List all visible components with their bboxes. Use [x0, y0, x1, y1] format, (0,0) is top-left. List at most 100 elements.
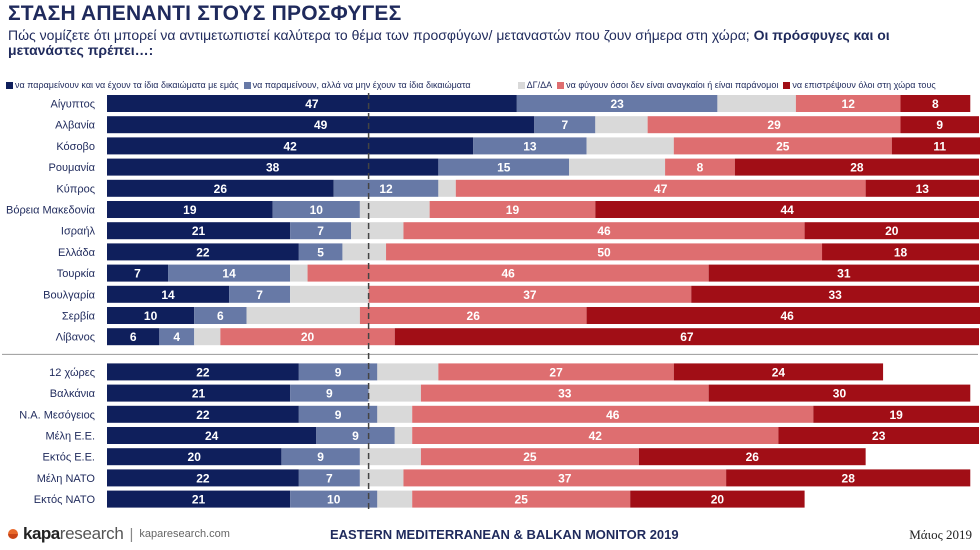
bar-segment-dk	[359, 469, 404, 487]
data-label: 23	[872, 429, 886, 443]
bar-segment-leave-illegal	[665, 158, 735, 176]
bar-segment-return-all	[708, 264, 979, 282]
data-label: 12	[379, 182, 393, 196]
bar-segment-dk	[359, 448, 421, 466]
bar-segment-stay-no-rights	[281, 448, 360, 466]
bar-segment-leave-illegal	[420, 384, 709, 402]
data-label: 49	[314, 118, 328, 132]
subtitle-emphasis: Οι πρόσφυγες και οι μετανάστες πρέπει…:	[8, 27, 890, 58]
bar-segment-return-all	[586, 307, 980, 324]
row-label: Κύπρος	[56, 183, 95, 195]
data-label: 14	[161, 288, 175, 302]
row-label: Λίβανος	[56, 332, 95, 344]
bar-segment-stay-no-rights	[298, 469, 360, 487]
data-label: 19	[183, 203, 197, 217]
data-label: 14	[222, 267, 236, 281]
bar-segment-same-rights	[107, 222, 291, 240]
legend-swatch	[557, 81, 565, 89]
row-label: Βουλγαρία	[43, 289, 96, 301]
bar-segment-stay-no-rights	[159, 328, 195, 346]
data-label: 20	[885, 224, 899, 238]
row-label: Ρουμανία	[49, 162, 96, 174]
data-label: 22	[196, 365, 210, 379]
data-label: 26	[214, 182, 228, 196]
bar-segment-return-all	[638, 448, 866, 466]
legend-label: να παραμείνουν και να έχουν τα ίδια δικα…	[15, 80, 239, 90]
data-label: 46	[501, 267, 515, 281]
bar-segment-leave-illegal	[403, 222, 805, 240]
legend-label: ΔΓ/ΔΑ	[526, 80, 553, 90]
bar-segment-leave-illegal	[368, 285, 692, 303]
data-label: 5	[317, 245, 324, 259]
bar-segment-return-all	[813, 405, 979, 423]
data-label: 42	[589, 429, 603, 443]
bar-segment-return-all	[595, 201, 979, 218]
data-label: 37	[558, 471, 572, 485]
data-label: 9	[936, 118, 943, 132]
bar-segment-return-all	[691, 285, 979, 303]
data-label: 47	[654, 182, 668, 196]
data-label: 28	[842, 471, 856, 485]
bar-segment-return-all	[673, 363, 884, 381]
data-label: 20	[301, 330, 315, 344]
legend-item-return-all: να επιστρέψουν όλοι στη χώρα τους	[783, 80, 936, 90]
row-label: Εκτός Ε.Ε.	[43, 452, 95, 464]
bar-segment-leave-illegal	[438, 363, 674, 381]
bar-segment-same-rights	[107, 137, 474, 155]
data-label: 31	[837, 267, 851, 281]
bar-segment-same-rights	[107, 201, 273, 218]
data-label: 46	[606, 408, 620, 422]
data-label: 11	[933, 139, 946, 153]
row-label: Σερβία	[62, 311, 96, 323]
legend-label: να φύγουν όσοι δεν είναι αναγκαίοι ή είν…	[566, 80, 779, 90]
data-label: 50	[597, 245, 611, 259]
data-label: 24	[205, 429, 219, 443]
bar-segment-leave-illegal	[412, 427, 779, 444]
row-label: 12 χώρες	[49, 367, 95, 379]
brand-name-strong: kapa	[23, 524, 60, 543]
legend-item-same-rights: να παραμείνουν και να έχουν τα ίδια δικα…	[6, 80, 239, 90]
legend-item-stay-no-rights: να παραμείνουν, αλλά να μην έχουν τα ίδι…	[243, 80, 471, 90]
footer-url: kaparesearch.com	[139, 528, 230, 540]
row-label: Εκτός ΝΑΤΟ	[34, 494, 96, 506]
bar-segment-dk	[246, 307, 360, 324]
bar-segment-stay-no-rights	[316, 427, 395, 444]
legend-label: να επιστρέψουν όλοι στη χώρα τους	[792, 80, 936, 90]
data-label: 30	[833, 387, 847, 401]
data-label: 44	[780, 203, 794, 217]
data-label: 4	[173, 330, 180, 344]
bar-segment-stay-no-rights	[194, 307, 247, 324]
bar-segment-return-all	[804, 222, 979, 240]
bar-segment-same-rights	[107, 285, 230, 303]
bar-segment-leave-illegal	[386, 243, 823, 261]
bar-segment-same-rights	[107, 243, 299, 261]
bar-segment-leave-illegal	[412, 405, 814, 423]
bar-segment-same-rights	[107, 116, 535, 134]
data-label: 12	[842, 97, 856, 111]
data-label: 33	[558, 387, 572, 401]
data-label: 20	[188, 450, 202, 464]
data-label: 46	[780, 309, 794, 323]
data-label: 67	[680, 330, 694, 344]
data-label: 21	[192, 387, 206, 401]
data-label: 10	[327, 493, 341, 507]
data-label: 26	[467, 309, 481, 323]
data-label: 19	[506, 203, 520, 217]
bar-segment-same-rights	[107, 405, 299, 423]
bar-segment-dk	[377, 490, 413, 508]
chart-legend: να παραμείνουν και να έχουν τα ίδια δικα…	[6, 79, 941, 91]
bar-segment-leave-illegal	[455, 179, 866, 197]
bar-segment-return-all	[900, 116, 979, 134]
bar-segment-return-all	[900, 95, 971, 112]
data-label: 21	[192, 224, 206, 238]
bar-segment-return-all	[891, 137, 980, 155]
data-label: 37	[523, 288, 537, 302]
data-label: 9	[335, 408, 342, 422]
data-label: 8	[697, 161, 704, 175]
bar-segment-same-rights	[107, 469, 299, 487]
row-label: Βόρεια Μακεδονία	[6, 205, 96, 217]
data-label: 21	[192, 493, 206, 507]
data-label: 18	[894, 245, 908, 259]
chart-title: ΣΤΑΣΗ ΑΠΕΝΑΝΤΙ ΣΤΟΥΣ ΠΡΟΣΦΥΓΕΣ	[8, 2, 402, 25]
